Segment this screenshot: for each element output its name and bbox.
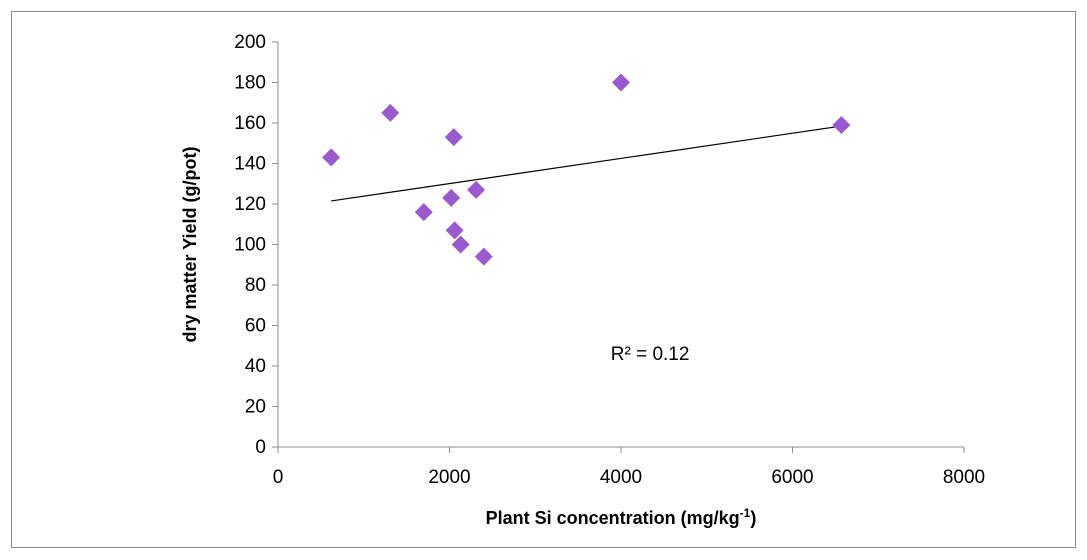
x-axis-title-close: )	[750, 508, 756, 528]
x-axis-title: Plant Si concentration (mg/kg-1)	[486, 506, 757, 528]
data-point	[467, 180, 486, 199]
data-point	[612, 73, 630, 92]
data-point	[322, 148, 341, 167]
data-point	[381, 103, 400, 122]
x-tick-label: 2000	[428, 467, 470, 488]
x-tick-label: 6000	[771, 467, 813, 488]
data-point	[451, 235, 470, 254]
data-point	[474, 247, 493, 266]
x-tick-label: 8000	[943, 467, 985, 488]
data-point	[442, 188, 461, 207]
y-tick-label: 100	[234, 235, 266, 256]
y-tick-label: 0	[255, 437, 266, 458]
x-tick-label: 0	[273, 467, 284, 488]
y-tick-label: 20	[245, 397, 266, 418]
y-tick-label: 160	[234, 113, 266, 134]
y-tick-label: 200	[234, 32, 266, 53]
y-tick-label: 140	[234, 154, 266, 175]
chart-frame	[11, 11, 1076, 548]
r-squared-annotation: R² = 0.12	[611, 344, 690, 365]
y-tick-label: 40	[245, 356, 266, 377]
x-axis-title-superscript: -1	[740, 506, 751, 520]
data-points	[322, 73, 851, 266]
x-axis-title-text: Plant Si concentration (mg/kg	[486, 508, 740, 528]
y-axis-ticks: 0 20 40 60 80 100 120 140 160 180 200	[234, 32, 278, 458]
y-tick-label: 120	[234, 194, 266, 215]
trendline	[331, 125, 842, 202]
y-axis-title: dry matter Yield (g/pot)	[180, 146, 200, 342]
x-tick-label: 4000	[600, 467, 642, 488]
x-axis-ticks: 0 2000 4000 6000 8000	[273, 447, 985, 488]
data-point	[444, 128, 463, 147]
y-tick-label: 60	[245, 316, 266, 337]
data-point	[832, 116, 851, 135]
y-tick-label: 180	[234, 73, 266, 94]
axes	[277, 42, 964, 448]
data-point	[414, 203, 433, 222]
data-point	[445, 221, 464, 240]
y-tick-label: 80	[245, 275, 266, 296]
